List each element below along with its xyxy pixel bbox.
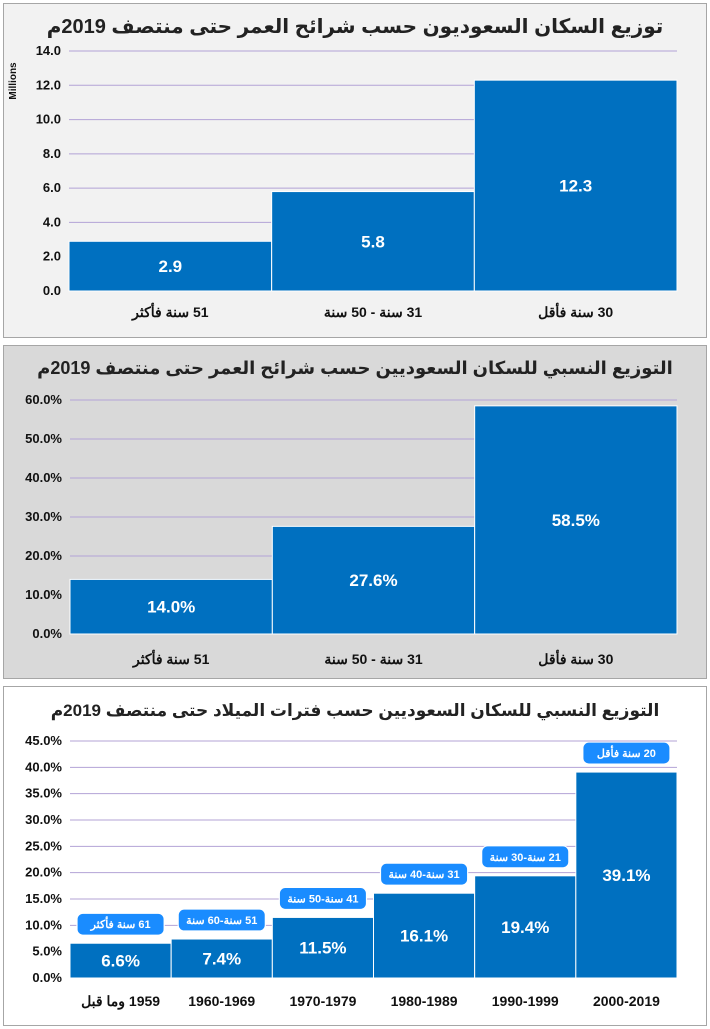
data-label: 58.5% [552, 511, 600, 530]
age-callout-box [379, 862, 469, 886]
age-callout-label: 61 سنة فأكثر [90, 917, 151, 931]
y-tick-label: 8.0 [43, 146, 61, 161]
data-label: 7.4% [202, 950, 241, 969]
age-callout-box [582, 741, 671, 765]
y-tick-label: 14.0 [36, 43, 61, 58]
category-label: 31 سنة - 50 سنة [324, 651, 423, 667]
category-label: 31 سنة - 50 سنة [324, 304, 423, 320]
category-label: 2000-2019 [593, 993, 660, 1009]
y-tick-label: 10.0 [36, 112, 61, 127]
y-tick-label: 20.0% [25, 865, 62, 880]
data-label: 39.1% [602, 866, 650, 885]
bar [373, 892, 476, 979]
y-tick-label: 10.0% [25, 917, 62, 932]
y-tick-label: 0.0% [32, 626, 62, 641]
chart-panel-birth-periods-percent: التوزيع النسبي للسكان السعوديين حسب فترا… [3, 686, 707, 1026]
y-tick-label: 40.0% [25, 759, 62, 774]
y-tick-label: 30.0% [25, 812, 62, 827]
age-callout-label: 51 سنة-60 سنة [186, 915, 257, 927]
chart-canvas: 0.0% 10.0% 20.0% 30.0% 40.0% 50.0% 60.0% 14.0% 5… [25, 392, 678, 668]
chart-canvas: 0.0 2.0 4.0 6.0 8.0 10.0 12.0 14.0 Millions 2.9 51… [8, 43, 678, 321]
chart-title: توزيع السكان السعوديون حسب شرائح العمر ح… [46, 16, 664, 38]
bar [69, 942, 172, 979]
y-tick-label: 45.0% [25, 733, 62, 748]
category-label: 51 سنة فأكثر [131, 302, 209, 321]
chart-title: التوزيع النسبي للسكان السعوديين حسب شرائ… [37, 358, 673, 378]
data-label: 6.6% [101, 952, 140, 971]
chart-panel-age-groups-millions: توزيع السكان السعوديون حسب شرائح العمر ح… [3, 3, 707, 338]
y-tick-label: 0.0 [43, 283, 61, 298]
chart-panel-age-groups-percent: التوزيع النسبي للسكان السعوديين حسب شرائ… [3, 345, 707, 679]
data-label: 19.4% [501, 918, 549, 937]
age-callout-box [76, 912, 165, 936]
bar [271, 191, 475, 292]
y-tick-label: 2.0 [43, 249, 61, 264]
age-callout-label: 41 سنة-50 سنة [287, 893, 358, 905]
y-tick-label: 0.0% [32, 970, 62, 985]
category-label: 1980-1989 [391, 993, 458, 1009]
data-label: 2.9 [159, 257, 183, 276]
bar [271, 525, 476, 635]
y-tick-label: 35.0% [25, 786, 62, 801]
bar [473, 79, 678, 292]
y-tick-label: 4.0 [43, 214, 61, 229]
data-label: 5.8 [361, 232, 385, 251]
y-tick-label: 6.0 [43, 180, 61, 195]
y-tick-label: 60.0% [25, 392, 62, 407]
category-label: 30 سنة فأقل [538, 649, 613, 667]
data-label: 14.0% [147, 598, 195, 617]
age-callout-box [177, 908, 266, 932]
data-label: 16.1% [400, 927, 448, 946]
category-label: 51 سنة فأكثر [132, 649, 210, 668]
y-tick-label: 25.0% [25, 838, 62, 853]
age-callout-label: 21 سنة-30 سنة [490, 852, 561, 864]
category-label: 30 سنة فأقل [538, 302, 613, 320]
y-tick-label: 50.0% [25, 431, 62, 446]
category-label: 1970-1979 [289, 993, 356, 1009]
bar [69, 578, 273, 635]
bar [474, 405, 678, 635]
y-axis-label: Millions [8, 62, 19, 100]
category-label: 1959 وما قبل [81, 993, 160, 1010]
y-tick-label: 15.0% [25, 891, 62, 906]
age-callout-box [481, 845, 570, 869]
y-tick-label: 30.0% [25, 509, 62, 524]
y-tick-label: 10.0% [25, 587, 62, 602]
y-tick-label: 20.0% [25, 548, 62, 563]
age-callout-label: 20 سنة فأقل [597, 746, 656, 760]
y-tick-label: 5.0% [32, 944, 62, 959]
bar [575, 771, 678, 979]
category-label: 1960-1969 [188, 993, 255, 1009]
bar [474, 875, 577, 979]
y-tick-label: 40.0% [25, 470, 62, 485]
age-callout-label: 31 سنة-40 سنة [389, 869, 460, 881]
chart-canvas: 0.0% 5.0% 10.0% 15.0% 20.0% 25.0% 30.0% 35.0% 40… [25, 733, 678, 1010]
data-label: 27.6% [349, 571, 397, 590]
age-callout-box [278, 886, 368, 911]
chart-title: التوزيع النسبي للسكان السعوديين حسب فترا… [50, 701, 660, 720]
category-label: 1990-1999 [492, 993, 559, 1009]
data-label: 11.5% [299, 939, 346, 958]
y-tick-label: 12.0 [36, 77, 61, 92]
data-label: 12.3 [559, 177, 592, 196]
bar [68, 240, 273, 292]
